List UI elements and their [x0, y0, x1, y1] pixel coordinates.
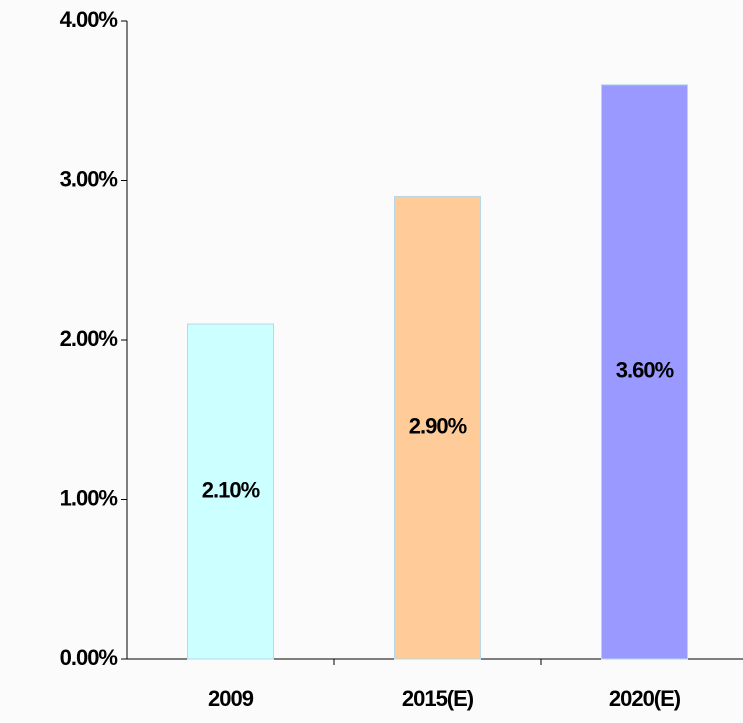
y-tick-label: 3.00%: [60, 166, 118, 191]
bar: [394, 195, 481, 660]
x-tick-label: 2009: [208, 686, 254, 711]
bar: [187, 323, 274, 660]
y-tick-label: 1.00%: [60, 485, 118, 510]
y-tick-label: 2.00%: [60, 326, 118, 351]
value-label: 2.90%: [409, 414, 467, 439]
x-tick-label: 2015(E): [402, 686, 474, 711]
x-tick-label: 2020(E): [609, 686, 681, 711]
y-tick-label: 4.00%: [60, 7, 118, 32]
bar: [601, 84, 688, 660]
value-label: 3.60%: [616, 358, 674, 383]
value-label: 2.10%: [202, 477, 260, 502]
y-tick-label: 0.00%: [60, 645, 118, 670]
